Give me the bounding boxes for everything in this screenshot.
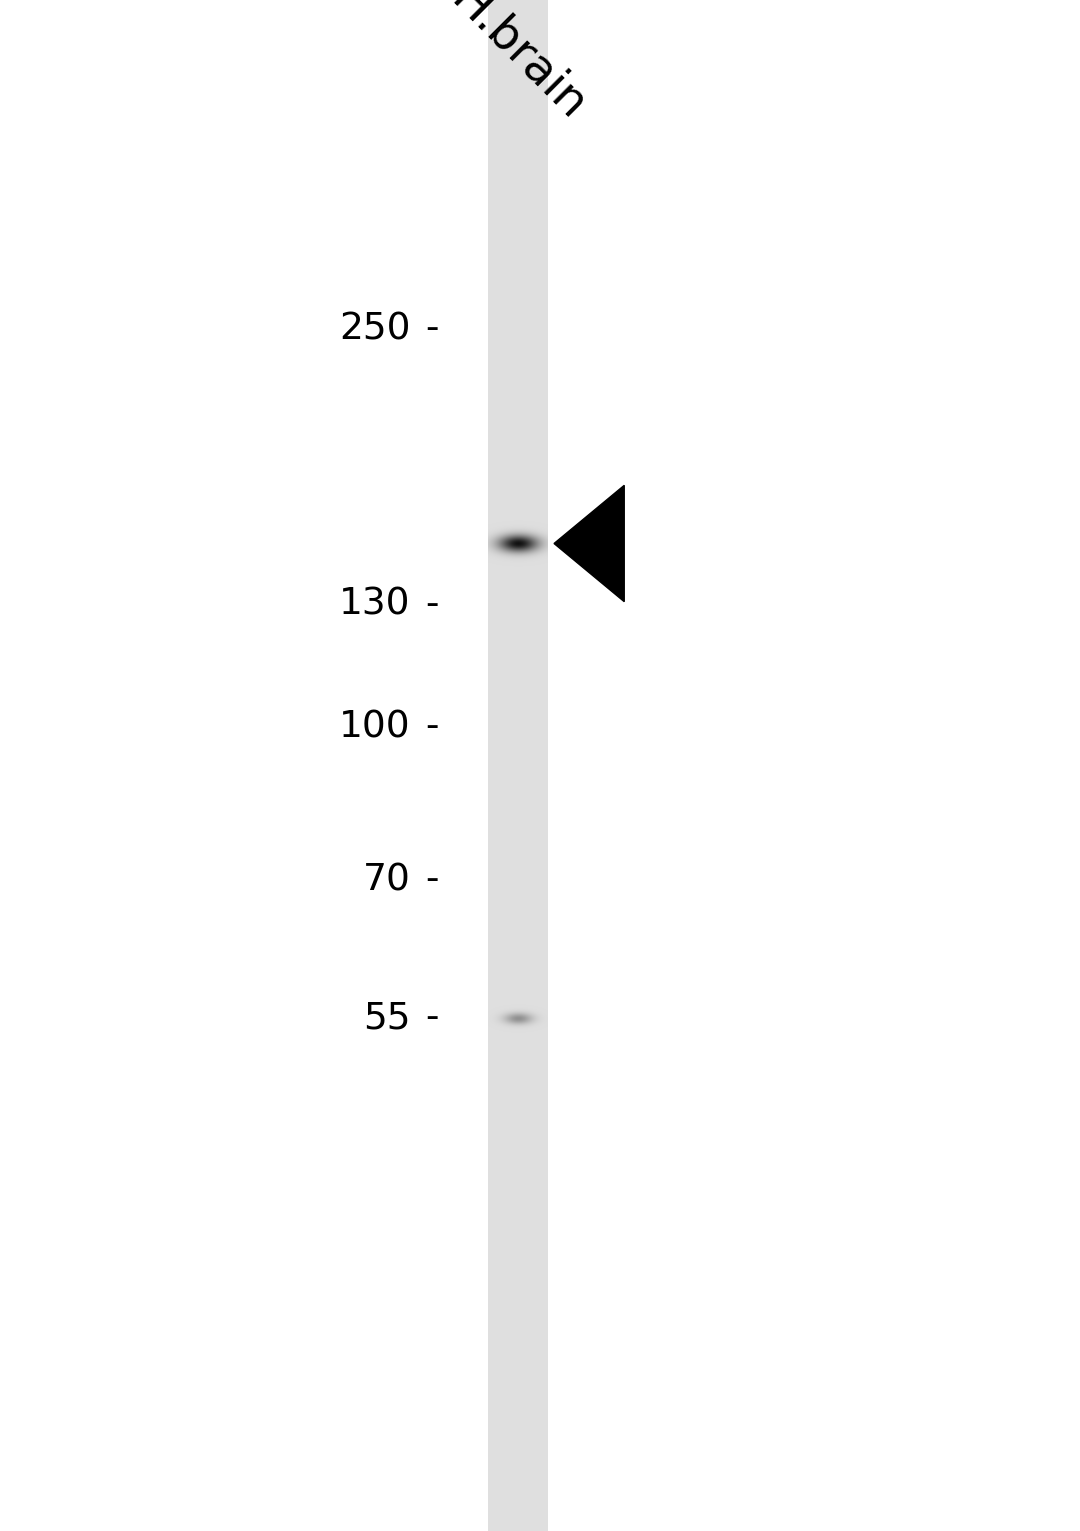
Text: -: - <box>415 862 440 899</box>
Text: 55: 55 <box>363 1000 410 1036</box>
Text: 70: 70 <box>363 862 410 899</box>
Text: -: - <box>415 586 440 623</box>
Text: 100: 100 <box>339 709 410 746</box>
Text: 130: 130 <box>339 586 410 623</box>
Text: H.brain: H.brain <box>442 0 595 130</box>
Polygon shape <box>554 485 624 602</box>
Text: -: - <box>415 311 440 348</box>
Text: -: - <box>415 1000 440 1036</box>
Bar <box>488 145 549 1317</box>
Text: -: - <box>415 709 440 746</box>
Text: 250: 250 <box>339 311 410 348</box>
